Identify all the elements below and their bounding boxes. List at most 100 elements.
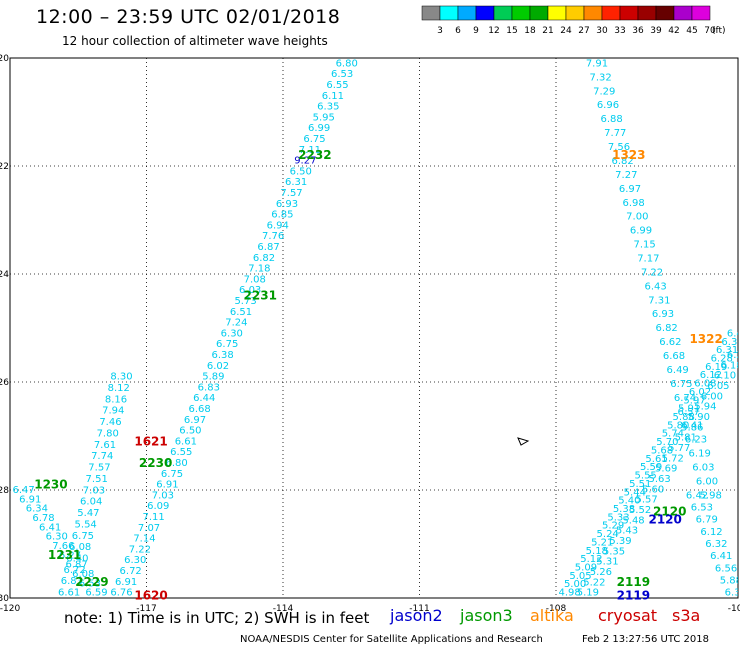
time-label: 1621 xyxy=(134,434,167,448)
wave-height-label: 5.88 xyxy=(673,412,695,423)
wave-height-label: 6.00 xyxy=(696,476,718,487)
time-label: 2229 xyxy=(75,575,108,589)
wave-height-label: 6.23 xyxy=(685,435,707,446)
wave-height-label: 6.10 xyxy=(714,371,736,382)
notes-text: note: 1) Time is in UTC; 2) SWH is in fe… xyxy=(64,609,370,627)
wave-height-label: 5.35 xyxy=(603,546,625,557)
wave-height-label: 6.41 xyxy=(681,421,703,432)
time-label: 1231 xyxy=(48,548,81,562)
wave-height-label: 8.30 xyxy=(110,372,132,383)
wave-height-label: 6.53 xyxy=(691,503,713,514)
wave-height-label: 6.37 xyxy=(721,337,740,348)
colorbar-label: 12 xyxy=(488,26,499,36)
wave-height-label: 5.68 xyxy=(651,445,673,456)
wave-height-label: 5.70 xyxy=(656,437,678,448)
wave-height-label: 6.83 xyxy=(61,576,83,587)
wave-height-label: 5.63 xyxy=(649,474,671,485)
wave-height-label: 6.76 xyxy=(110,588,132,599)
wave-height-label: 5.55 xyxy=(635,471,657,482)
wave-height-label: 5.72 xyxy=(662,453,684,464)
time-label: 2119 xyxy=(617,588,650,602)
wave-height-label: 6.40 xyxy=(727,328,740,339)
wave-height-label: 5.54 xyxy=(75,519,97,530)
colorbar-unit: (ft) xyxy=(712,26,726,36)
wave-height-label: 6.82 xyxy=(253,253,275,264)
colorbar-label: 70 xyxy=(704,26,716,36)
wave-height-label: 6.50 xyxy=(179,426,201,437)
wave-height-label: 6.34 xyxy=(725,588,740,599)
wave-height-label: 7.66 xyxy=(52,541,74,552)
wave-height-label: 6.12 xyxy=(700,370,722,381)
wave-height-label: 6.87 xyxy=(257,242,279,253)
wave-height-label: 6.94 xyxy=(267,220,289,231)
wave-height-label: 6.40 xyxy=(66,553,88,564)
wave-height-label: 7.77 xyxy=(604,128,626,139)
wave-height-label: 5.98 xyxy=(700,490,722,501)
wave-height-label: 5.40 xyxy=(618,496,640,507)
wave-height-label: 6.53 xyxy=(79,578,101,589)
wave-height-label: 5.69 xyxy=(655,464,677,475)
wave-height-label: 6.08 xyxy=(69,542,91,553)
wave-height-label: 6.41 xyxy=(710,551,732,562)
wave-height-label: 6.83 xyxy=(198,382,220,393)
wave-height-label: 6.68 xyxy=(663,351,685,362)
wave-height-label: 5.89 xyxy=(202,372,224,383)
wave-height-label: 5.18 xyxy=(586,546,608,557)
wave-height-label: 6.38 xyxy=(211,350,233,361)
wave-height-label: 7.07 xyxy=(138,523,160,534)
colorbar-label: 45 xyxy=(686,26,697,36)
wave-height-label: 6.93 xyxy=(276,199,298,210)
wave-height-label: 6.51 xyxy=(230,307,252,318)
wave-height-label: 5.00 xyxy=(564,579,586,590)
time-label: 1323 xyxy=(612,148,645,162)
y-tick-label: -20 xyxy=(0,54,9,64)
wave-height-label: 6.57 xyxy=(678,407,700,418)
y-tick-label: -24 xyxy=(0,270,9,280)
wave-height-label: 7.31 xyxy=(648,295,670,306)
wave-height-label: 6.68 xyxy=(188,404,210,415)
wave-height-label: 7.11 xyxy=(143,512,165,523)
x-tick-label: -120 xyxy=(0,604,20,612)
wave-height-label: 6.02 xyxy=(207,361,229,372)
wave-height-label: 6.91 xyxy=(156,480,178,491)
wave-height-label: 7.27 xyxy=(615,170,637,181)
wave-height-label: 6.80 xyxy=(336,58,358,69)
wave-height-label: 6.97 xyxy=(619,184,641,195)
colorbar: 3 6 9 12 15 18 21 24 27 30 33 36 39 42 45 70(ft) xyxy=(421,5,726,36)
satellite-legend-cryosat: cryosat xyxy=(598,606,658,625)
wave-height-label: 5.57 xyxy=(635,495,657,506)
wave-height-label: 5.47 xyxy=(77,508,99,519)
satellite-legend-jason3: jason3 xyxy=(460,606,513,625)
wave-height-label: 5.80 xyxy=(667,420,689,431)
wave-height-label: 6.87 xyxy=(65,560,87,571)
wave-height-label: 6.21 xyxy=(727,350,740,361)
wave-height-label: 6.35 xyxy=(317,102,339,113)
wave-height-label: 6.05 xyxy=(707,381,729,392)
y-tick-label: -26 xyxy=(0,378,9,388)
colorbar-label: 33 xyxy=(614,26,625,36)
wave-height-label: 6.32 xyxy=(705,539,727,550)
wave-height-label: 6.28 xyxy=(711,353,733,364)
colorbar-label: 39 xyxy=(650,26,662,36)
colorbar-label: 24 xyxy=(560,26,572,36)
wave-height-label: 6.91 xyxy=(115,577,137,588)
wave-height-label: 5.09 xyxy=(575,563,597,574)
wave-height-label: 7.56 xyxy=(608,142,630,153)
y-tick-label: -22 xyxy=(0,162,9,172)
wave-height-label: 6.62 xyxy=(659,337,681,348)
wave-height-label: 6.72 xyxy=(64,565,86,576)
wave-height-label: 7.61 xyxy=(94,440,116,451)
wave-height-label: 6.61 xyxy=(175,436,197,447)
chart-subtitle: 12 hour collection of altimeter wave hei… xyxy=(62,34,328,48)
wave-height-label: 6.34 xyxy=(26,504,48,515)
wave-height-label: 6.91 xyxy=(19,494,41,505)
time-label: 1620 xyxy=(134,588,167,602)
data-layer: 6.806.536.556.116.355.956.996.757.119.27… xyxy=(13,58,740,599)
y-tick-label: -30 xyxy=(0,594,9,604)
wave-height-label: 7.80 xyxy=(97,428,119,439)
wave-height-label: 7.76 xyxy=(262,231,284,242)
wave-height-label: 5.12 xyxy=(580,554,602,565)
wave-height-label: 6.30 xyxy=(46,532,68,543)
wave-height-label: 6.44 xyxy=(193,393,215,404)
wave-height-label: 7.00 xyxy=(626,212,648,223)
